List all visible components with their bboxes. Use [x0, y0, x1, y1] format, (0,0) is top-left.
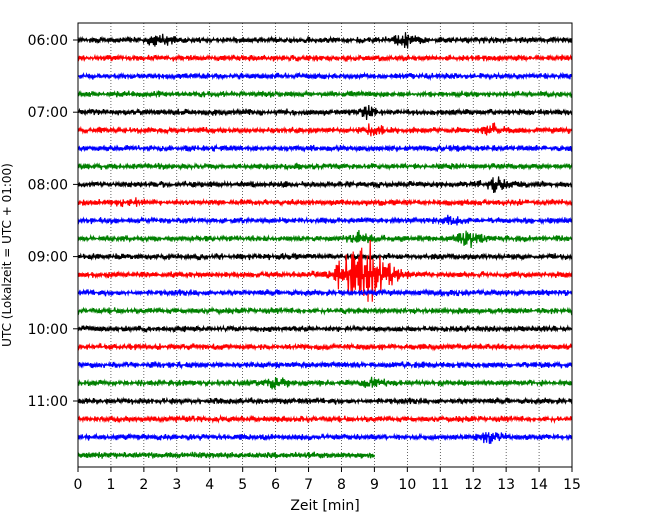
trace-row-0630 [77, 71, 573, 82]
trace-row-0830 [77, 214, 573, 226]
x-tick-label: 0 [74, 477, 83, 493]
x-tick-label: 13 [497, 477, 515, 493]
trace-row-0730 [77, 143, 573, 153]
x-tick-label: 5 [238, 477, 247, 493]
x-tick-label: 4 [205, 477, 214, 493]
x-tick-label: 12 [464, 477, 482, 493]
trace-rows [77, 32, 573, 459]
trace-row-1000 [77, 324, 573, 334]
trace-row-0930 [77, 288, 573, 298]
trace-row-0600 [77, 32, 573, 49]
x-tick-label: 14 [530, 477, 548, 493]
trace-row-1130 [77, 432, 573, 444]
trace-row-0945 [77, 306, 573, 316]
x-tick-label: 10 [398, 477, 416, 493]
trace-row-1015 [77, 342, 573, 352]
y-tick-label: 06:00 [28, 33, 68, 49]
y-axis-ticks: 06:00 07:00 08:00 09:00 10:00 11:00 [28, 33, 78, 410]
trace-row-0745 [77, 161, 573, 171]
trace-row-0900 [77, 252, 573, 262]
trace-row-1100 [77, 396, 573, 406]
y-tick-label: 07:00 [28, 105, 68, 121]
x-tick-label: 11 [431, 477, 449, 493]
x-tick-label: 15 [563, 477, 581, 493]
y-tick-label: 11:00 [28, 394, 68, 410]
x-tick-label: 2 [139, 477, 148, 493]
grid-lines [110, 23, 540, 467]
x-axis-title: Zeit [min] [290, 498, 359, 514]
x-tick-label: 1 [106, 477, 115, 493]
y-tick-label: 09:00 [28, 250, 68, 266]
x-tick-label: 6 [271, 477, 280, 493]
trace-row-0615 [77, 53, 573, 63]
trace-row-0815 [77, 197, 573, 208]
trace-row-0915 [77, 239, 573, 302]
trace-row-0645 [77, 89, 573, 99]
trace-row-0845 [77, 229, 573, 249]
trace-row-1030 [77, 360, 573, 370]
trace-row-0700 [77, 104, 573, 121]
plot-frame [77, 22, 573, 468]
x-axis-ticks: 0 1 2 3 4 5 6 7 8 9 10 11 12 13 14 15 [74, 467, 581, 493]
x-tick-label: 9 [370, 477, 379, 493]
trace-row-0715 [77, 122, 573, 137]
trace-row-1115 [77, 414, 573, 424]
trace-row-1145 [77, 451, 375, 459]
y-axis-title: UTC (Lokalzeit = UTC + 01:00) [0, 163, 14, 347]
x-tick-label: 8 [337, 477, 346, 493]
x-tick-label: 3 [172, 477, 181, 493]
x-tick-label: 7 [304, 477, 313, 493]
trace-row-0800 [77, 176, 573, 194]
y-tick-label: 08:00 [28, 177, 68, 193]
y-tick-label: 10:00 [28, 322, 68, 338]
trace-row-1045 [77, 376, 573, 390]
